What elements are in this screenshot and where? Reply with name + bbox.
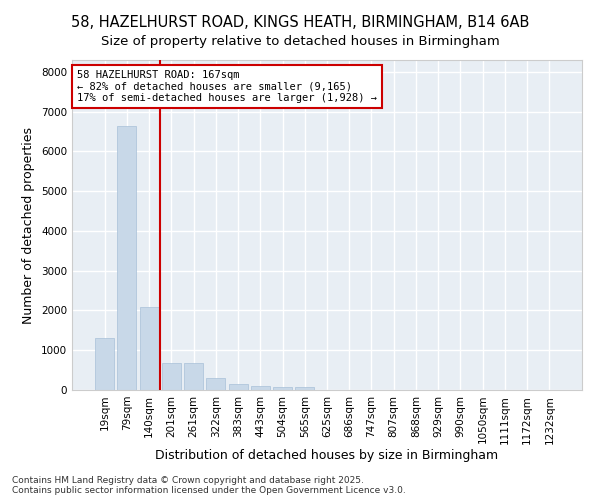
Bar bbox=[118, 126, 136, 390]
Bar bbox=[95, 338, 114, 390]
X-axis label: Distribution of detached houses by size in Birmingham: Distribution of detached houses by size … bbox=[155, 449, 499, 462]
Bar bbox=[251, 386, 270, 390]
Bar bbox=[273, 388, 292, 390]
Text: Contains HM Land Registry data © Crown copyright and database right 2025.
Contai: Contains HM Land Registry data © Crown c… bbox=[12, 476, 406, 495]
Text: 58 HAZELHURST ROAD: 167sqm
← 82% of detached houses are smaller (9,165)
17% of s: 58 HAZELHURST ROAD: 167sqm ← 82% of deta… bbox=[77, 70, 377, 103]
Text: 58, HAZELHURST ROAD, KINGS HEATH, BIRMINGHAM, B14 6AB: 58, HAZELHURST ROAD, KINGS HEATH, BIRMIN… bbox=[71, 15, 529, 30]
Bar bbox=[206, 378, 225, 390]
Bar bbox=[162, 363, 181, 390]
Y-axis label: Number of detached properties: Number of detached properties bbox=[22, 126, 35, 324]
Bar bbox=[140, 307, 158, 390]
Bar bbox=[295, 388, 314, 390]
Bar bbox=[184, 364, 203, 390]
Text: Size of property relative to detached houses in Birmingham: Size of property relative to detached ho… bbox=[101, 35, 499, 48]
Bar bbox=[229, 384, 248, 390]
